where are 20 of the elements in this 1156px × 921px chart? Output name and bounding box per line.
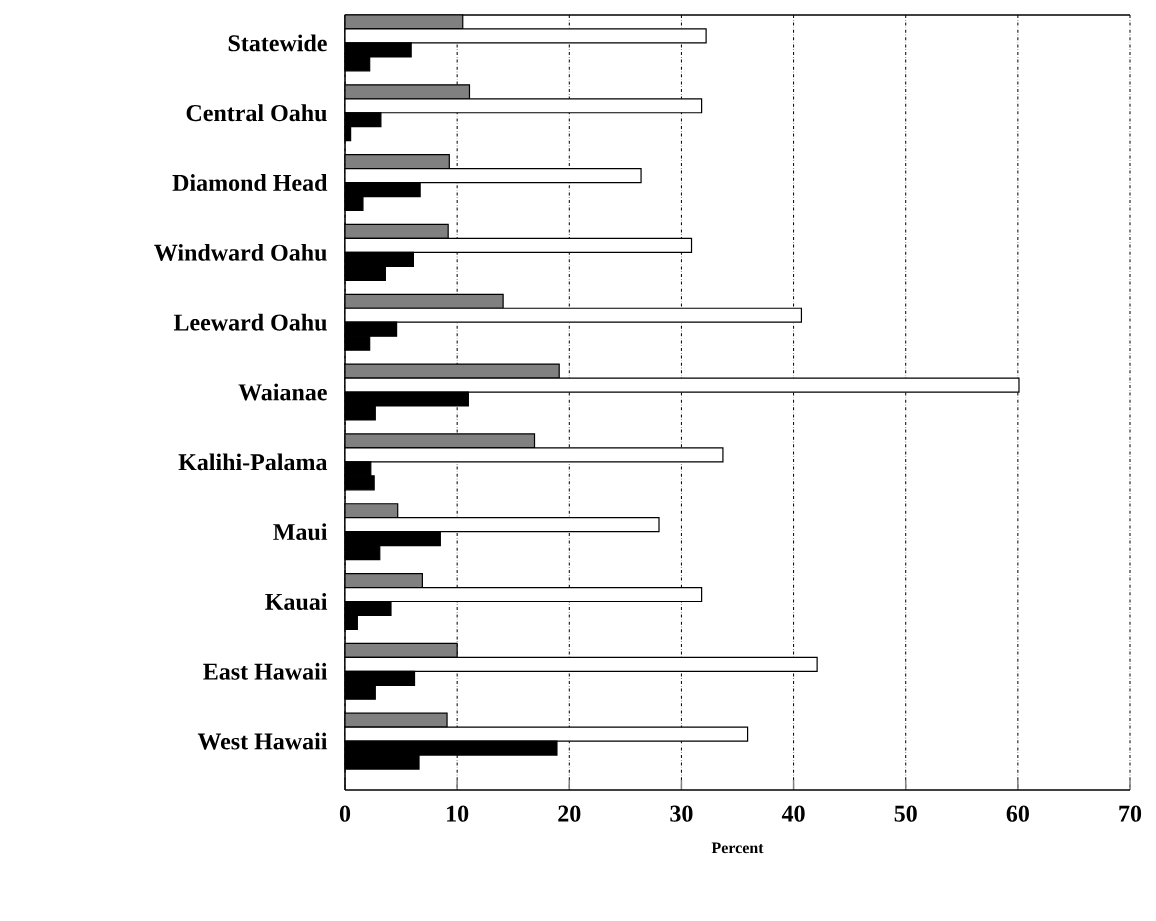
x-tick-label: 10 [447, 805, 469, 822]
y-tick-label: Diamond Head [172, 174, 328, 192]
x-tick-label: 0 [339, 805, 351, 822]
y-tick-label: Waianae [238, 383, 327, 401]
y-tick-label: Leeward Oahu [173, 313, 327, 331]
x-tick-label: 70 [1119, 805, 1142, 822]
y-tick-label: Statewide [228, 34, 327, 52]
y-tick-label: East Hawaii [203, 662, 328, 680]
x-tick-label: 60 [1006, 805, 1029, 822]
y-tick-label: Maui [273, 523, 328, 541]
y-tick-label: West Hawaii [197, 732, 328, 750]
y-tick-label: Kalihi-Palama [178, 453, 328, 471]
y-tick-label: Windward Oahu [154, 243, 327, 261]
x-axis-title: Percent [711, 842, 764, 854]
x-tick-label: 20 [558, 805, 581, 822]
x-tick-label: 50 [894, 805, 917, 822]
y-tick-label: Kauai [265, 593, 328, 610]
x-tick-label: 30 [670, 805, 693, 822]
x-tick-label: 40 [781, 805, 805, 822]
y-tick-label: Central Oahu [186, 104, 327, 122]
